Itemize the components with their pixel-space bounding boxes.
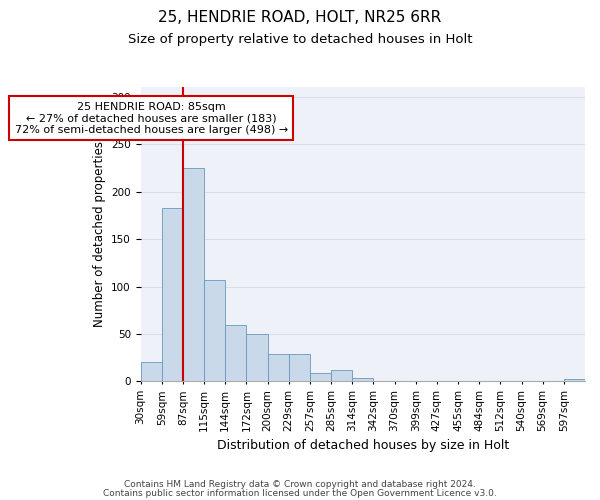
Bar <box>247 334 268 382</box>
Text: 25 HENDRIE ROAD: 85sqm
← 27% of detached houses are smaller (183)
72% of semi-de: 25 HENDRIE ROAD: 85sqm ← 27% of detached… <box>14 102 288 135</box>
X-axis label: Distribution of detached houses by size in Holt: Distribution of detached houses by size … <box>217 440 509 452</box>
Text: Contains public sector information licensed under the Open Government Licence v3: Contains public sector information licen… <box>103 488 497 498</box>
Text: Contains HM Land Registry data © Crown copyright and database right 2024.: Contains HM Land Registry data © Crown c… <box>124 480 476 489</box>
Bar <box>352 378 373 382</box>
Bar <box>331 370 352 382</box>
Bar <box>204 280 225 382</box>
Bar <box>268 354 289 382</box>
Bar <box>225 326 247 382</box>
Bar <box>564 378 585 382</box>
Bar <box>289 354 310 382</box>
Bar <box>310 373 331 382</box>
Bar <box>140 362 162 382</box>
Text: 25, HENDRIE ROAD, HOLT, NR25 6RR: 25, HENDRIE ROAD, HOLT, NR25 6RR <box>158 10 442 25</box>
Text: Size of property relative to detached houses in Holt: Size of property relative to detached ho… <box>128 32 472 46</box>
Bar <box>183 168 204 382</box>
Y-axis label: Number of detached properties: Number of detached properties <box>92 142 106 328</box>
Bar <box>162 208 183 382</box>
